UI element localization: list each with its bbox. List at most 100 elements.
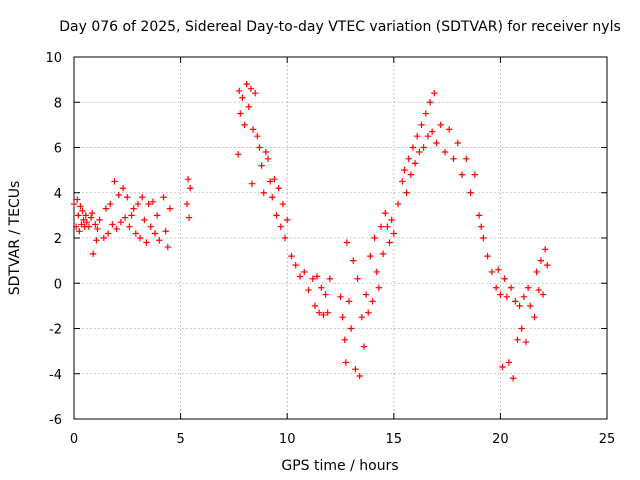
data-point [254, 132, 261, 140]
data-point [399, 178, 406, 185]
data-point [262, 148, 270, 156]
data-point [409, 144, 417, 151]
data-point [367, 252, 374, 260]
data-point [260, 189, 267, 196]
x-tick-label: 5 [176, 432, 184, 447]
data-point [382, 209, 389, 217]
data-point [437, 121, 444, 129]
data-point [87, 214, 95, 221]
data-point [342, 359, 350, 366]
data-point [186, 185, 194, 192]
data-point [292, 261, 299, 269]
data-point [403, 189, 410, 196]
data-point [524, 284, 532, 291]
data-point [237, 110, 244, 117]
data-point [76, 228, 83, 235]
data-point [93, 237, 100, 244]
data-point [258, 162, 265, 169]
data-point [516, 302, 523, 310]
data-point [350, 257, 357, 264]
data-point [467, 189, 474, 196]
data-point [183, 200, 191, 208]
data-point [512, 298, 519, 305]
data-point [535, 286, 542, 294]
data-point [245, 103, 253, 110]
data-point [79, 207, 86, 215]
data-point [113, 225, 120, 233]
data-point [149, 198, 157, 205]
data-point [315, 309, 323, 316]
data-point [458, 171, 466, 178]
data-point [134, 200, 142, 208]
data-point [279, 200, 287, 208]
x-tick-label: 15 [386, 432, 403, 447]
data-point [252, 90, 259, 97]
data-point [273, 212, 280, 219]
data-point [352, 366, 359, 373]
data-point [354, 275, 361, 282]
data-point [373, 268, 380, 276]
data-point [234, 151, 242, 158]
data-point [475, 212, 483, 219]
data-point [284, 216, 291, 224]
data-point [160, 194, 167, 201]
data-point [484, 252, 491, 260]
data-point [151, 230, 159, 237]
data-point [324, 309, 331, 316]
data-point [318, 284, 325, 291]
data-point [514, 336, 521, 344]
y-tick-label: -2 [49, 323, 62, 338]
data-point [360, 343, 368, 350]
data-point [94, 225, 101, 233]
data-point [269, 194, 276, 201]
data-point [520, 293, 528, 301]
data-point [288, 252, 295, 260]
data-point [544, 261, 551, 269]
data-point [89, 250, 97, 258]
data-point [109, 221, 116, 228]
data-point [347, 325, 355, 332]
data-point [450, 155, 457, 163]
data-point [156, 237, 163, 244]
data-point [537, 257, 545, 264]
data-point [185, 214, 193, 221]
y-tick-label: -6 [49, 413, 62, 428]
data-point [446, 126, 453, 133]
data-point [433, 139, 440, 147]
y-tick-label: 6 [54, 142, 62, 157]
data-point [509, 375, 517, 382]
chart-title: Day 076 of 2025, Sidereal Day-to-day VTE… [59, 19, 621, 35]
data-point [507, 284, 515, 291]
data-point [401, 166, 408, 174]
data-point [72, 223, 80, 230]
data-point [426, 99, 434, 106]
data-point [501, 275, 508, 282]
data-point [422, 110, 429, 117]
data-point [102, 205, 110, 212]
data-point [527, 302, 534, 310]
data-point [83, 218, 90, 226]
data-point [248, 180, 256, 187]
data-point [495, 266, 502, 273]
y-tick-label: 0 [54, 277, 62, 292]
data-point [531, 313, 538, 321]
data-point [70, 200, 78, 208]
data-point [326, 275, 334, 282]
data-point [107, 200, 114, 208]
data-point [522, 338, 530, 346]
data-point [492, 284, 500, 291]
data-point [541, 246, 549, 253]
data-point [379, 250, 387, 258]
data-point [126, 223, 133, 230]
ticks-layer: 0 5 10 15 20 25 -6 -4 -2 0 2 4 6 8 10 [45, 51, 615, 447]
data-point [119, 185, 127, 192]
data-point [264, 155, 272, 163]
data-point [132, 230, 140, 237]
data-point [369, 298, 376, 305]
data-point [75, 212, 82, 219]
x-tick-label: 0 [70, 432, 78, 447]
data-point [386, 239, 393, 246]
data-point [166, 205, 174, 212]
